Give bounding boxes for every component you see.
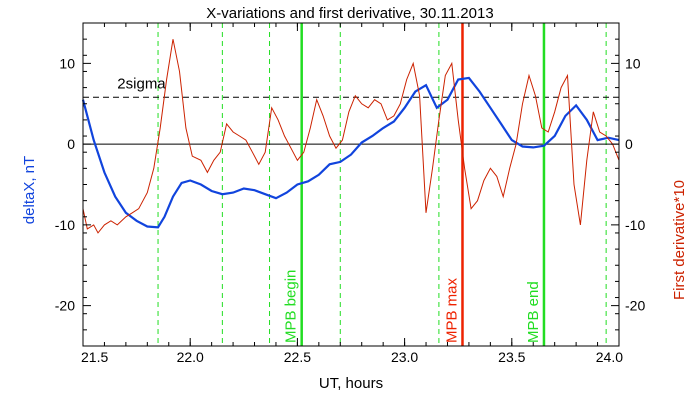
- x-tick-label: 23.0: [391, 349, 418, 365]
- y-tick-label-left: -20: [55, 298, 75, 314]
- right-y-axis-label: First derivative*10: [671, 180, 688, 300]
- deltax-series-line: [81, 76, 620, 229]
- event-label: MPB end: [525, 281, 542, 343]
- x-tick-label: 23.5: [498, 349, 525, 365]
- y-tick-label-right: 0: [625, 136, 633, 152]
- event-label: MPB max: [443, 277, 460, 343]
- y-tick-label-left: -10: [55, 217, 75, 233]
- x-axis: 21.5 22.0 22.5 23.0 23.5 24.0: [81, 23, 623, 365]
- y-tick-label-right: -10: [625, 217, 645, 233]
- y-tick-label-right: 10: [625, 55, 641, 71]
- y-tick-label-left: 0: [67, 136, 75, 152]
- x-tick-label: 21.5: [81, 349, 108, 365]
- chart-title: X-variations and first derivative, 30.11…: [206, 5, 493, 22]
- x-axis-label: UT, hours: [319, 375, 383, 392]
- event-label: MPB begin: [283, 270, 300, 343]
- x-tick-label: 22.5: [284, 349, 311, 365]
- right-y-axis: -20 -10 0 10: [611, 22, 645, 347]
- x-tick-label: 22.0: [177, 349, 204, 365]
- plot-area: 2sigma MPB begin MPB max MPB end: [81, 23, 620, 346]
- derivative-series-line: [82, 39, 620, 234]
- y-tick-label-left: 10: [59, 55, 75, 71]
- threshold-label: 2sigma: [117, 75, 166, 92]
- left-y-axis: -20 -10 0 10: [55, 22, 91, 347]
- x-tick-label: 24.0: [596, 349, 623, 365]
- left-y-axis-label: deltaX, nT: [21, 156, 38, 224]
- y-tick-label-right: -20: [625, 298, 645, 314]
